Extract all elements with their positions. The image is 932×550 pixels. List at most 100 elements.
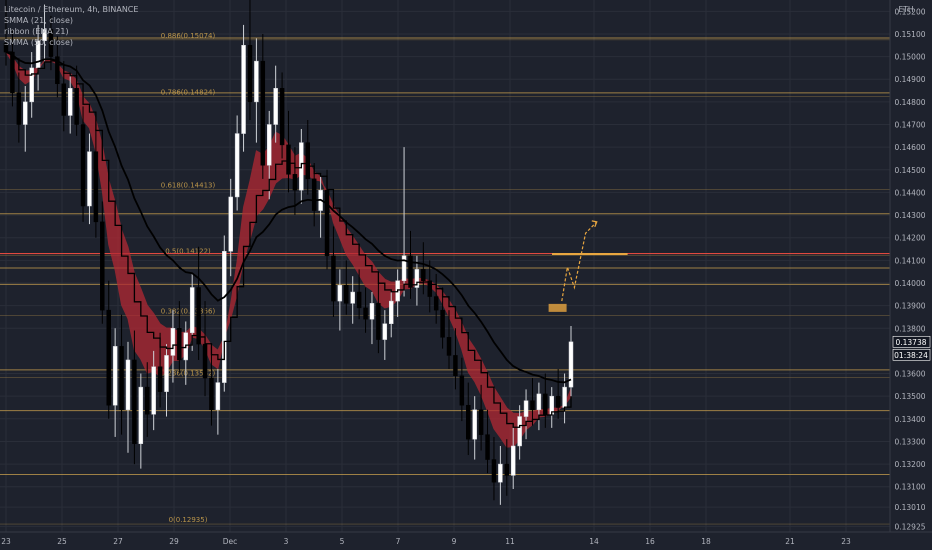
candle[interactable] <box>331 226 336 317</box>
candle[interactable] <box>254 38 259 143</box>
candle[interactable] <box>67 74 73 134</box>
candle[interactable] <box>446 310 452 370</box>
candle[interactable] <box>106 280 111 419</box>
candle[interactable] <box>543 373 548 428</box>
candle[interactable] <box>504 439 510 496</box>
candle[interactable] <box>292 147 298 216</box>
candle[interactable] <box>286 110 291 193</box>
smma21-line[interactable] <box>6 51 572 428</box>
candle[interactable] <box>517 405 522 460</box>
candle[interactable] <box>100 201 105 324</box>
price-tick-label: 0.13200 <box>894 460 925 469</box>
candle[interactable] <box>536 382 542 431</box>
time-tick-label: 14 <box>589 537 599 546</box>
candle[interactable] <box>273 65 278 143</box>
candle[interactable] <box>87 133 92 225</box>
candle[interactable] <box>209 346 214 426</box>
price-tick-label: 0.13010 <box>894 503 925 512</box>
candle[interactable] <box>478 384 484 451</box>
candle[interactable] <box>388 292 394 338</box>
candle[interactable] <box>408 230 413 299</box>
time-tick-label: 7 <box>396 537 401 546</box>
candle[interactable] <box>498 445 503 505</box>
legend-symbol[interactable]: Litecoin / Ethereum, 4h, BINANCE <box>4 5 139 14</box>
smma50-line[interactable] <box>5 51 572 384</box>
time-tick-label: 5 <box>340 537 345 546</box>
candle-body <box>292 174 298 191</box>
drawings[interactable] <box>548 220 628 312</box>
candle[interactable] <box>16 72 22 143</box>
candle[interactable] <box>164 344 169 417</box>
candle[interactable] <box>363 287 368 333</box>
horizontal-lines: 0.886(0.15074) 0.786(0.14824) 0.618(0.1441… <box>0 32 890 525</box>
candle-body <box>453 355 458 377</box>
candle[interactable] <box>440 287 445 349</box>
time-tick-label: 16 <box>645 537 655 546</box>
candle[interactable] <box>228 178 233 277</box>
candle[interactable] <box>132 330 137 465</box>
candle[interactable] <box>510 427 516 489</box>
candle[interactable] <box>530 378 535 426</box>
candle[interactable] <box>485 409 490 474</box>
candle[interactable] <box>356 269 362 320</box>
time-tick-label: Dec <box>223 537 238 546</box>
candle[interactable] <box>145 362 150 437</box>
candle[interactable] <box>119 314 124 435</box>
legend-smma50[interactable]: SMMA (50, close) <box>4 38 74 47</box>
candle[interactable] <box>376 282 381 354</box>
candle[interactable] <box>453 328 458 390</box>
candle[interactable] <box>260 33 266 179</box>
time-tick-label: 11 <box>505 537 515 546</box>
candle[interactable] <box>344 260 349 315</box>
candle[interactable] <box>459 357 465 422</box>
candle[interactable] <box>93 129 99 238</box>
candle[interactable] <box>472 396 477 460</box>
candle[interactable] <box>279 72 285 159</box>
candle[interactable] <box>523 389 529 440</box>
candle-body <box>215 382 221 411</box>
candle[interactable] <box>177 301 182 374</box>
candle[interactable] <box>369 292 375 345</box>
candle[interactable] <box>138 373 144 469</box>
legend-ribbon[interactable]: ribbon (EMA 21) <box>4 27 69 36</box>
candle[interactable] <box>125 341 131 453</box>
entry-box[interactable] <box>548 303 567 312</box>
candle[interactable] <box>151 350 156 431</box>
candle[interactable] <box>247 0 253 120</box>
candle[interactable] <box>215 369 221 435</box>
candle[interactable] <box>80 106 86 222</box>
fib-label: 0.618(0.14413) <box>161 181 216 189</box>
candle[interactable] <box>55 36 60 98</box>
candle[interactable] <box>196 246 201 360</box>
candle-body <box>279 88 285 146</box>
currency-label: ETH <box>899 5 914 14</box>
candle[interactable] <box>241 24 246 152</box>
time-tick-label: 27 <box>113 537 123 546</box>
candle[interactable] <box>42 4 47 66</box>
candle-body <box>132 359 137 444</box>
candle[interactable] <box>427 260 432 313</box>
candle[interactable] <box>112 328 118 437</box>
candle[interactable] <box>433 273 439 324</box>
candle-body <box>112 346 118 406</box>
projection-path[interactable] <box>561 221 598 302</box>
candle[interactable] <box>401 147 407 297</box>
candle[interactable] <box>23 86 28 152</box>
candle[interactable] <box>234 115 240 211</box>
candle-body <box>356 291 362 309</box>
candle[interactable] <box>337 269 343 331</box>
candle[interactable] <box>491 436 497 501</box>
candle[interactable] <box>350 276 355 324</box>
candle[interactable] <box>421 242 426 295</box>
candle[interactable] <box>568 325 574 399</box>
candle[interactable] <box>305 119 311 195</box>
candle-body <box>234 133 240 198</box>
candle[interactable] <box>466 382 471 456</box>
candle[interactable] <box>382 310 388 360</box>
candle[interactable] <box>414 255 420 306</box>
candles[interactable] <box>3 0 574 505</box>
candle[interactable] <box>222 235 227 392</box>
legend-smma21[interactable]: SMMA (21, close) <box>4 16 74 25</box>
